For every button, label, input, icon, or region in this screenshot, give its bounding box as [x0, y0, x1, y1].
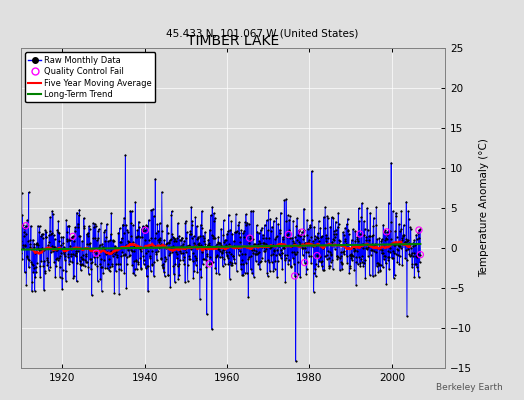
- Legend: Raw Monthly Data, Quality Control Fail, Five Year Moving Average, Long-Term Tren: Raw Monthly Data, Quality Control Fail, …: [25, 52, 156, 102]
- Point: [416, 252, 424, 258]
- Point: [21, 222, 30, 229]
- Point: [383, 229, 391, 235]
- Point: [205, 261, 214, 267]
- Point: [313, 252, 321, 259]
- Y-axis label: Temperature Anomaly (°C): Temperature Anomaly (°C): [479, 138, 489, 278]
- Point: [141, 227, 149, 234]
- Text: 45.433 N, 101.067 W (United States): 45.433 N, 101.067 W (United States): [166, 28, 358, 38]
- Point: [290, 273, 299, 279]
- Point: [415, 227, 423, 233]
- Point: [298, 229, 306, 235]
- Point: [245, 235, 254, 241]
- Title: TIMBER LAKE: TIMBER LAKE: [187, 34, 279, 48]
- Point: [356, 231, 364, 237]
- Point: [69, 233, 77, 240]
- Point: [92, 250, 101, 256]
- Text: Berkeley Earth: Berkeley Earth: [436, 383, 503, 392]
- Point: [300, 259, 309, 266]
- Point: [285, 231, 293, 238]
